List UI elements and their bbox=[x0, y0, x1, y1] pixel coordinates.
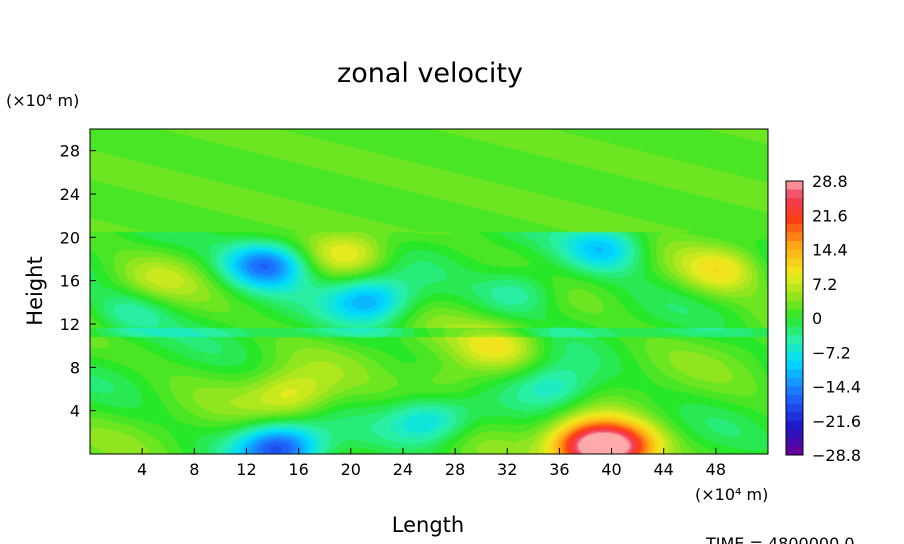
x-tick-label: 40 bbox=[601, 460, 621, 479]
colorbar-swatch bbox=[786, 240, 803, 250]
x-tick-label: 28 bbox=[445, 460, 465, 479]
colorbar-frame bbox=[785, 180, 804, 456]
colorbar-swatch bbox=[786, 377, 803, 387]
colorbar: 28.8 21.6 14.4 7.2 0 −7.2 −14.4 −21.6 −28.8 bbox=[785, 172, 861, 465]
colorbar-swatch bbox=[786, 292, 803, 302]
colorbar-tick-label: −21.6 bbox=[812, 412, 861, 431]
colorbar-swatch bbox=[786, 232, 803, 242]
colorbar-swatch bbox=[786, 429, 803, 439]
y-tick-label: 4 bbox=[70, 402, 80, 421]
x-tick-label: 8 bbox=[189, 460, 199, 479]
x-tick-label: 16 bbox=[288, 460, 308, 479]
x-unit-label: (×10⁴ m) bbox=[695, 485, 768, 504]
colorbar-swatch bbox=[786, 335, 803, 345]
y-unit-label: (×10⁴ m) bbox=[6, 91, 79, 110]
colorbar-swatch bbox=[786, 249, 803, 259]
plot-frame bbox=[89, 128, 769, 455]
colorbar-swatch bbox=[786, 369, 803, 379]
colorbar-tick-label: 28.8 bbox=[812, 172, 848, 191]
colorbar-tick-label: −28.8 bbox=[812, 446, 861, 465]
y-axis-ticks: 4 8 12 16 20 24 28 bbox=[60, 142, 96, 421]
colorbar-swatch bbox=[786, 181, 803, 191]
colorbar-swatch bbox=[786, 420, 803, 430]
colorbar-swatch bbox=[786, 275, 803, 285]
colorbar-swatch bbox=[786, 343, 803, 353]
y-tick-label: 8 bbox=[70, 358, 80, 377]
colorbar-tick-label: 14.4 bbox=[812, 241, 848, 260]
colorbar-swatch bbox=[786, 309, 803, 319]
y-tick-label: 12 bbox=[60, 315, 80, 334]
colorbar-swatch bbox=[786, 412, 803, 422]
colorbar-swatch bbox=[786, 266, 803, 276]
x-tick-label: 24 bbox=[393, 460, 413, 479]
colorbar-swatch bbox=[786, 300, 803, 310]
colorbar-swatch bbox=[786, 352, 803, 362]
x-axis-ticks: 4 8 12 16 20 24 28 32 36 40 44 48 bbox=[137, 448, 726, 479]
y-tick-label: 24 bbox=[60, 185, 80, 204]
x-tick-label: 36 bbox=[549, 460, 569, 479]
colorbar-tick-label: −7.2 bbox=[812, 343, 851, 362]
colorbar-swatch bbox=[786, 198, 803, 208]
x-tick-label: 4 bbox=[137, 460, 147, 479]
x-axis-label: Length bbox=[392, 513, 464, 537]
colorbar-swatch bbox=[786, 189, 803, 199]
colorbar-tick-label: 21.6 bbox=[812, 206, 848, 225]
x-tick-label: 44 bbox=[654, 460, 674, 479]
plot-area bbox=[89, 128, 769, 455]
x-tick-label: 20 bbox=[341, 460, 361, 479]
colorbar-swatch bbox=[786, 403, 803, 413]
y-tick-label: 28 bbox=[60, 142, 80, 161]
x-tick-label: 12 bbox=[236, 460, 256, 479]
colorbar-swatch bbox=[786, 258, 803, 268]
colorbar-swatch bbox=[786, 386, 803, 396]
y-tick-label: 16 bbox=[60, 272, 80, 291]
colorbar-swatch bbox=[786, 318, 803, 328]
colorbar-swatch bbox=[786, 206, 803, 216]
colorbar-tick-label: 7.2 bbox=[812, 275, 837, 294]
colorbar-swatches bbox=[786, 181, 803, 456]
x-tick-label: 48 bbox=[706, 460, 726, 479]
colorbar-swatch bbox=[786, 360, 803, 370]
y-axis-label: Height bbox=[23, 256, 47, 325]
chart-title: zonal velocity bbox=[337, 58, 523, 89]
x-tick-label: 32 bbox=[497, 460, 517, 479]
colorbar-swatch bbox=[786, 446, 803, 456]
colorbar-swatch bbox=[786, 283, 803, 293]
colorbar-swatch bbox=[786, 223, 803, 233]
time-annotation: TIME = 4800000.0 bbox=[705, 534, 855, 544]
colorbar-labels: 28.8 21.6 14.4 7.2 0 −7.2 −14.4 −21.6 −28.8 bbox=[812, 172, 861, 465]
colorbar-swatch bbox=[786, 326, 803, 336]
colorbar-swatch bbox=[786, 395, 803, 405]
heatmap-field bbox=[90, 129, 768, 454]
colorbar-tick-label: 0 bbox=[812, 309, 822, 328]
colorbar-tick-label: −14.4 bbox=[812, 378, 861, 397]
y-tick-label: 20 bbox=[60, 228, 80, 247]
colorbar-swatch bbox=[786, 437, 803, 447]
colorbar-swatch bbox=[786, 215, 803, 225]
